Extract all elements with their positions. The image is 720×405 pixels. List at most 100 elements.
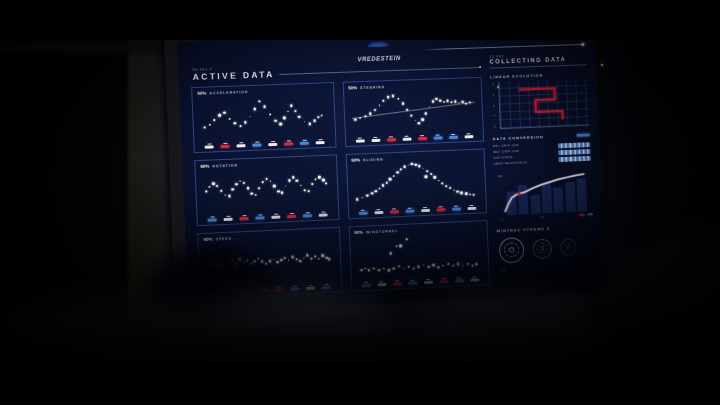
scatter-dot xyxy=(246,186,250,190)
bar-cluster xyxy=(389,207,399,214)
bar-tick xyxy=(404,135,409,137)
bar-cluster xyxy=(408,279,418,285)
scatter-dot xyxy=(242,181,246,185)
scatter-dot xyxy=(414,163,417,167)
scatter-dot xyxy=(261,260,264,263)
bar-tick xyxy=(242,214,247,216)
mini-chart-marker-dot xyxy=(517,191,521,195)
panel-label: ACCELERATION xyxy=(209,90,249,96)
scatter-dot xyxy=(458,102,460,104)
bar-cluster xyxy=(449,133,458,140)
bar-tick xyxy=(363,281,368,283)
scatter-dot xyxy=(272,258,275,261)
bar-tick xyxy=(321,211,326,213)
bar-blue xyxy=(207,218,217,222)
bar-cluster xyxy=(274,285,284,292)
scatter-dot xyxy=(427,265,430,269)
panel-windtunnel: 50% WINDTUNNEL xyxy=(348,220,491,292)
scatter-dot xyxy=(243,121,247,124)
scatter-dot xyxy=(216,184,219,188)
bar-white xyxy=(402,137,412,141)
bar-cluster xyxy=(220,142,230,149)
scatter-dot xyxy=(306,254,309,257)
scatter-dot xyxy=(224,194,227,196)
bar-tick xyxy=(454,205,459,207)
bar-cluster xyxy=(439,277,449,284)
scatter-dot xyxy=(445,184,448,188)
scatter-dot xyxy=(294,109,297,113)
scatter-dot xyxy=(281,191,284,194)
scatter-dot xyxy=(274,119,277,122)
scatter-dot xyxy=(291,255,294,259)
scatter-dot xyxy=(318,258,320,260)
scatter-dot xyxy=(407,265,410,269)
scatter-dot xyxy=(327,257,331,261)
bar-tick xyxy=(469,204,474,206)
bar-cluster xyxy=(300,139,310,145)
scatter-dot xyxy=(471,264,475,267)
mini-chart-line xyxy=(500,170,593,215)
panel-steering: 50% STEERING xyxy=(342,76,485,148)
scatter-dot xyxy=(377,269,381,272)
panel-percent: 50% xyxy=(354,229,364,236)
scatter-dot xyxy=(393,175,395,177)
scatter-dot xyxy=(208,185,211,188)
bar-red xyxy=(436,208,446,212)
scatter-dot xyxy=(239,180,241,182)
scatter-dot xyxy=(356,198,359,201)
scatter-dot xyxy=(433,176,436,179)
bar-cluster xyxy=(377,280,386,287)
bar-white xyxy=(319,213,329,217)
scatter-dot xyxy=(425,169,429,173)
bar-tick xyxy=(289,212,294,214)
bar-cluster xyxy=(417,134,427,141)
tire-wireframe-icon xyxy=(498,236,525,264)
bar-red xyxy=(392,282,402,286)
scatter-plot xyxy=(356,231,481,276)
tire-model-label: WINTRAC XTREME S xyxy=(496,225,551,233)
bar-red xyxy=(284,142,294,146)
scatter-dot xyxy=(399,244,402,248)
header-rule-line xyxy=(422,43,583,51)
scatter-dot xyxy=(273,185,276,188)
desk-edge xyxy=(0,42,180,52)
scatter-dot xyxy=(265,262,268,266)
panel-percent: 50% xyxy=(197,90,207,96)
scatter-dot xyxy=(414,119,416,122)
scatter-dot xyxy=(360,268,363,272)
bar-red xyxy=(287,214,297,219)
bar-cluster xyxy=(433,133,443,140)
scatter-dot xyxy=(318,175,321,179)
bar-tick xyxy=(305,211,310,213)
bar-tick xyxy=(457,276,462,279)
scatter-dot xyxy=(381,184,385,187)
bar-tick xyxy=(407,207,412,209)
scatter-dot xyxy=(442,264,445,267)
bar-cluster xyxy=(287,212,297,219)
scatter-dot xyxy=(412,267,415,270)
xtick: 0 xyxy=(501,216,504,221)
scatter-dot xyxy=(250,192,254,195)
scatter-dot xyxy=(389,178,392,181)
bar-blue xyxy=(358,211,368,215)
scatter-dot xyxy=(290,104,293,107)
scatter-dot xyxy=(364,267,367,270)
scatter-dot xyxy=(235,183,238,186)
logo-swoosh-icon xyxy=(367,41,390,48)
scatter-dot xyxy=(418,165,421,168)
striped-progress-bar xyxy=(558,155,591,162)
bar-blue xyxy=(408,281,418,285)
bar-blue xyxy=(452,207,461,211)
bar-cluster xyxy=(420,206,430,213)
linear-evolution-chart: 1 2 3 4 5 xyxy=(492,78,590,130)
scatter-dot xyxy=(469,193,471,196)
scatter-dot xyxy=(227,194,231,198)
scatter-dot xyxy=(284,185,287,187)
scatter-dot xyxy=(279,122,282,126)
scatter-dot xyxy=(238,124,242,128)
scatter-dot xyxy=(300,184,302,187)
scatter-dot xyxy=(437,179,440,182)
scatter-dot xyxy=(303,257,305,259)
bar-blue xyxy=(300,141,310,145)
tire-wireframe-icon xyxy=(559,238,577,256)
